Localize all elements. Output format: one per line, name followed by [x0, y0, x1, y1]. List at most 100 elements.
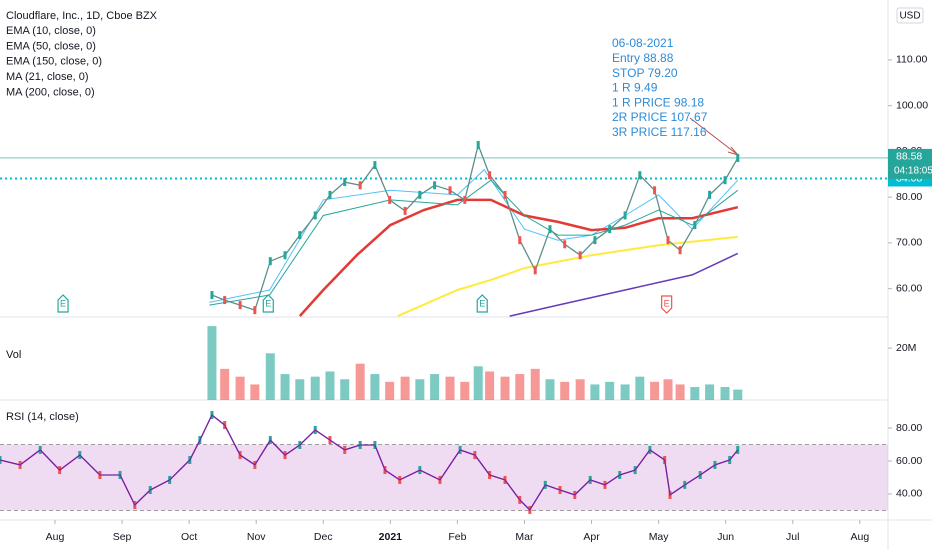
price-mark: [623, 211, 627, 220]
volume-bar: [690, 387, 700, 400]
price-mark: [358, 181, 362, 190]
price-mark: [723, 176, 727, 185]
price-mark: [298, 231, 302, 240]
last-price-bg: [888, 148, 932, 179]
rsi-line: [0, 414, 739, 511]
annotation-line: 1 R 9.49: [612, 81, 658, 95]
volume-bar: [605, 381, 615, 400]
annotation-line: 1 R PRICE 98.18: [612, 95, 704, 109]
legend-entry: EMA (150, close, 0): [6, 56, 102, 68]
chart-title: Cloudflare, Inc., 1D, Cboe BZX: [6, 10, 158, 22]
price-mark: [503, 190, 507, 199]
x-tick-label: 2021: [379, 531, 403, 543]
arrow: [689, 117, 739, 156]
price-mark: [578, 251, 582, 260]
volume-bar: [235, 376, 245, 400]
x-tick-label: Dec: [314, 531, 333, 543]
price-mark: [253, 306, 257, 315]
price-mark: [373, 161, 377, 170]
annotation-line: STOP 79.20: [612, 66, 678, 80]
price-mark: [388, 195, 392, 204]
x-tick-label: Nov: [247, 531, 266, 543]
price-mark: [638, 171, 642, 180]
price-mark: [593, 236, 597, 245]
volume-bar: [675, 384, 685, 400]
pane-title: RSI (14, close): [6, 411, 79, 423]
pane-title: Vol: [6, 349, 21, 361]
price-mark: [463, 195, 467, 204]
volume-bar: [400, 376, 410, 400]
volume-bar: [250, 384, 260, 400]
volume-bar: [515, 374, 525, 400]
x-tick-label: Feb: [448, 531, 466, 543]
indicator-line: [397, 235, 738, 318]
volume-bar: [445, 376, 455, 400]
y-tick-label: 100.00: [896, 99, 928, 111]
x-tick-label: Jul: [786, 531, 799, 543]
volume-bar: [575, 379, 585, 400]
price-mark: [448, 186, 452, 195]
x-tick-label: Jun: [717, 531, 734, 543]
earnings-badge: [476, 294, 488, 313]
volume-bar: [207, 326, 217, 400]
annotation-line: Entry 88.88: [612, 51, 674, 65]
price-mark: [343, 178, 347, 187]
volume-bar: [310, 376, 320, 400]
y-tick-label: 40.00: [896, 488, 922, 500]
price-mark: [328, 190, 332, 199]
volume-bar: [530, 368, 540, 400]
indicator-line: [298, 198, 739, 317]
price-mark: [223, 296, 227, 305]
x-tick-label: Mar: [515, 531, 534, 543]
volume-bar: [650, 381, 660, 400]
volume-bar: [733, 389, 743, 400]
x-tick-label: Aug: [46, 531, 65, 543]
y-tick-label: 60.00: [896, 282, 922, 294]
price-mark: [708, 190, 712, 199]
price-mark: [518, 236, 522, 245]
annotation-line: 3R PRICE 117.16: [612, 125, 707, 139]
earnings-badge: [661, 295, 673, 314]
price-mark: [210, 291, 214, 300]
price-mark: [433, 181, 437, 190]
y-tick-label: 110.00: [896, 54, 927, 66]
price-mark: [563, 240, 567, 249]
price-mark: [608, 225, 612, 234]
price-mark: [488, 171, 492, 180]
volume-bar: [355, 363, 365, 400]
countdown: 04:18:05: [894, 166, 932, 177]
price-mark: [533, 266, 537, 275]
y-tick-label: 70.00: [896, 237, 922, 249]
legend-entry: MA (200, close, 0): [6, 87, 95, 99]
price-mark: [653, 186, 657, 195]
volume-bar: [295, 379, 305, 400]
price-mark: [418, 190, 422, 199]
price-mark: [313, 211, 317, 220]
annotation-line: 06-08-2021: [612, 36, 674, 50]
volume-bar: [705, 384, 715, 400]
x-tick-label: Aug: [850, 531, 869, 543]
volume-bar: [560, 381, 570, 400]
volume-bar: [635, 376, 645, 400]
price-mark: [693, 221, 697, 230]
x-tick-label: Apr: [583, 531, 600, 543]
y-tick-label: 60.00: [896, 455, 922, 467]
earnings-label: E: [265, 298, 271, 308]
legend-entry: EMA (10, close, 0): [6, 25, 96, 37]
volume-bar: [415, 379, 425, 400]
currency-box[interactable]: [896, 7, 924, 24]
volume-bar: [545, 379, 555, 400]
x-tick-label: Oct: [181, 531, 197, 543]
earnings-badge: [57, 294, 69, 313]
volume-bar: [370, 374, 380, 400]
earnings-label: E: [664, 298, 670, 308]
volume-bar: [720, 387, 730, 400]
earnings-badge: [262, 294, 274, 313]
volume-bar: [590, 384, 600, 400]
volume-bar: [385, 381, 395, 400]
last-price-label: 88.58: [896, 151, 922, 163]
price-mark: [238, 301, 242, 310]
volume-bar: [325, 371, 335, 400]
volume-bar: [620, 384, 630, 400]
earnings-label: E: [479, 298, 485, 308]
